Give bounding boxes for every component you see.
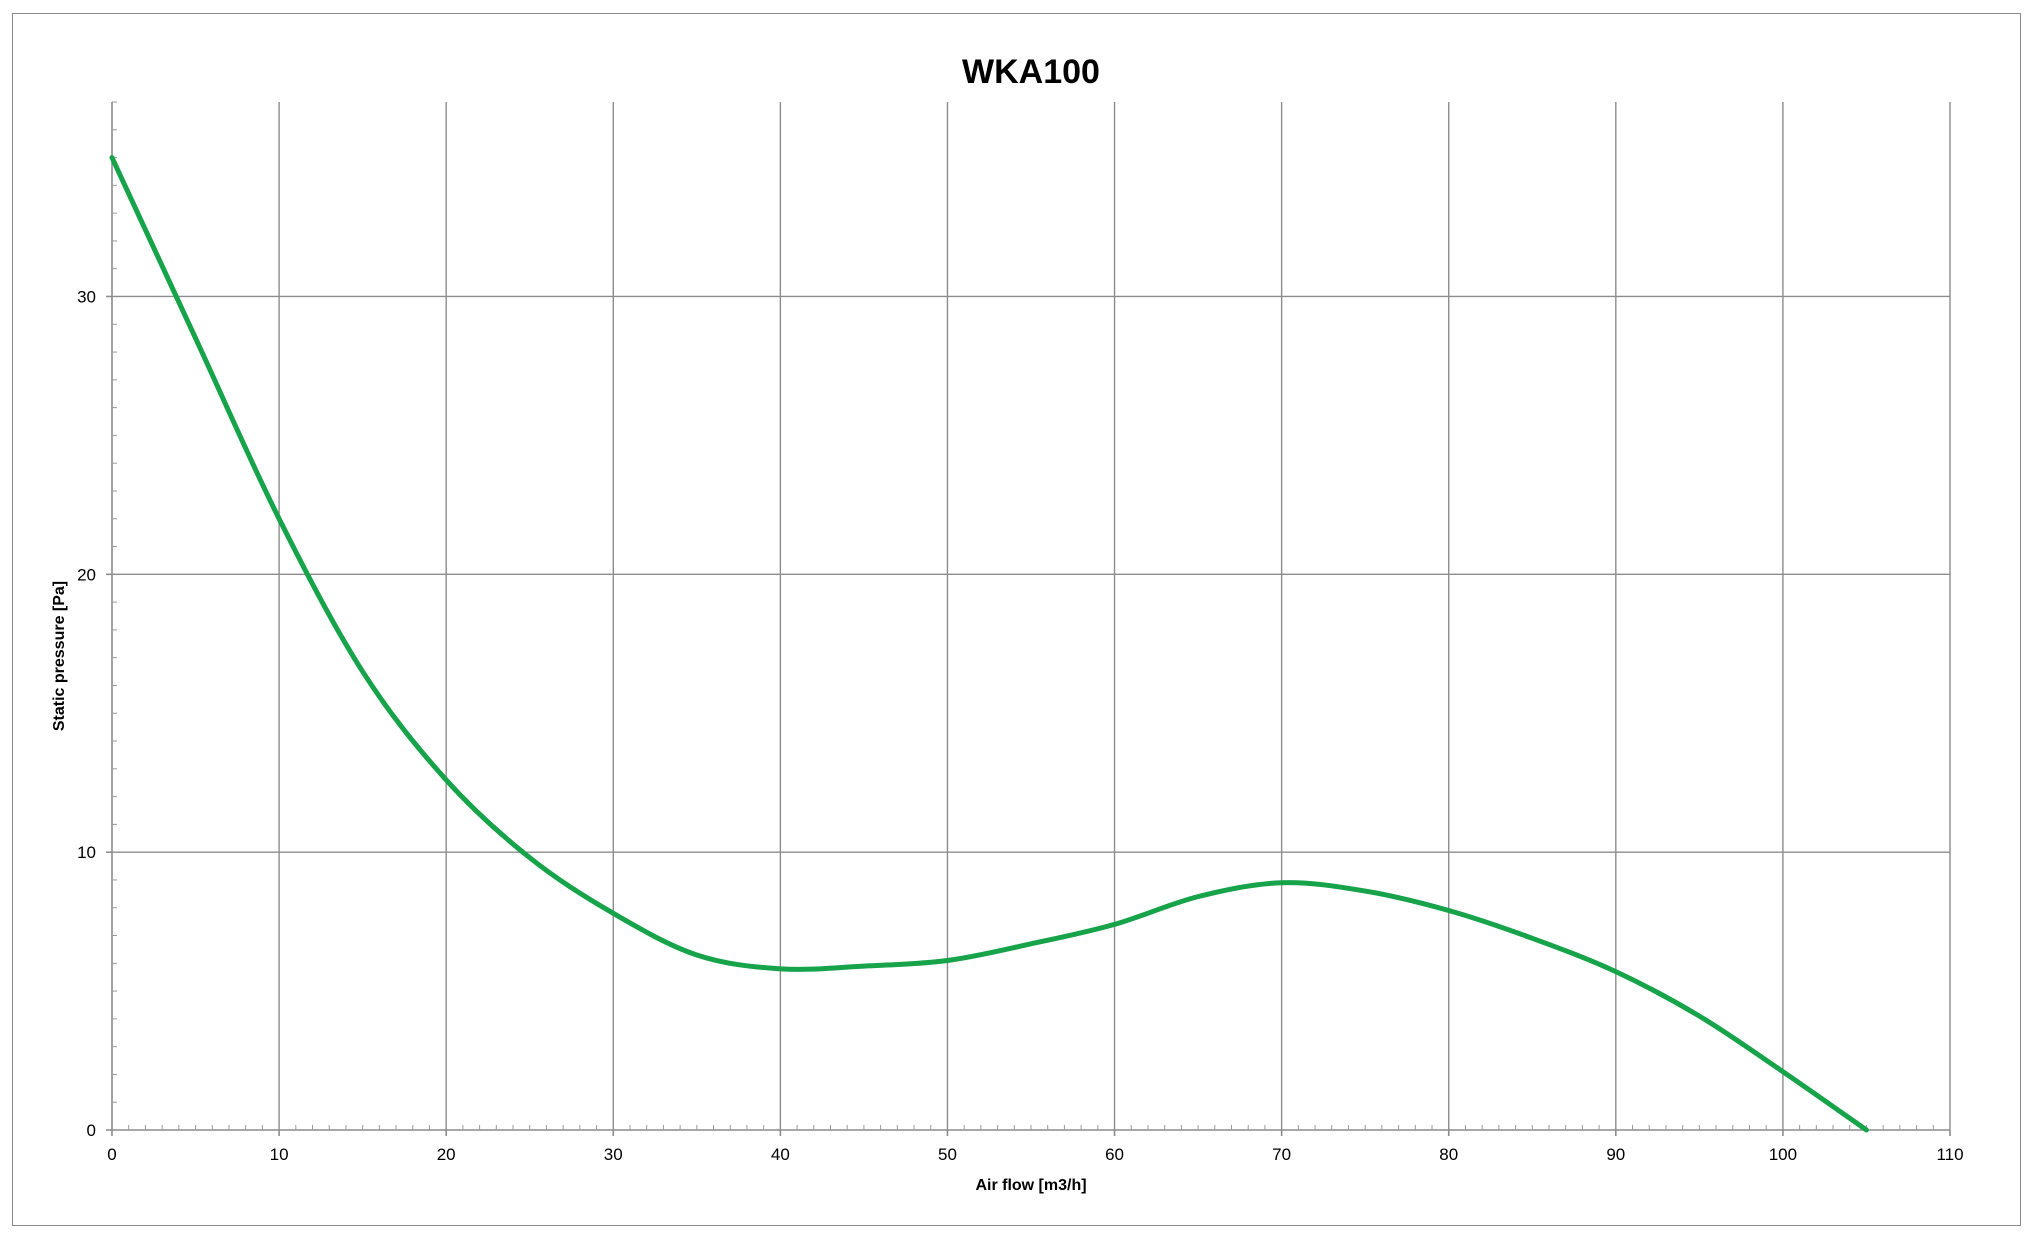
- x-tick-label: 100: [1769, 1145, 1797, 1164]
- x-tick-label: 70: [1272, 1145, 1291, 1164]
- chart-frame: [12, 13, 2021, 1226]
- x-tick-label: 10: [270, 1145, 289, 1164]
- x-tick-label: 50: [938, 1145, 957, 1164]
- x-axis-title: Air flow [m3/h]: [975, 1177, 1086, 1194]
- x-tick-label: 20: [437, 1145, 456, 1164]
- x-tick-label: 90: [1606, 1145, 1625, 1164]
- y-axis-title: Static pressure [Pa]: [51, 581, 68, 731]
- chart-title: WKA100: [962, 53, 1100, 91]
- x-tick-label: 60: [1105, 1145, 1124, 1164]
- y-tick-label: 20: [77, 565, 96, 584]
- x-tick-label: 40: [771, 1145, 790, 1164]
- x-tick-label: 0: [107, 1145, 116, 1164]
- y-tick-label: 0: [87, 1121, 96, 1140]
- series-line-0: [109, 155, 1869, 1133]
- y-tick-label: 10: [77, 843, 96, 862]
- x-tick-label: 110: [1936, 1145, 1963, 1164]
- x-tick-label: 80: [1439, 1145, 1458, 1164]
- series-layer: [109, 155, 1869, 1133]
- axis-layer: [106, 101, 1951, 1136]
- y-tick-label: 30: [77, 287, 96, 306]
- tick-labels: 0 10 20 30 40 50 60 70 80 90 100 110 0 10 20 30: [77, 287, 1963, 1164]
- grid-layer: [112, 102, 1951, 1130]
- x-tick-label: 30: [604, 1145, 623, 1164]
